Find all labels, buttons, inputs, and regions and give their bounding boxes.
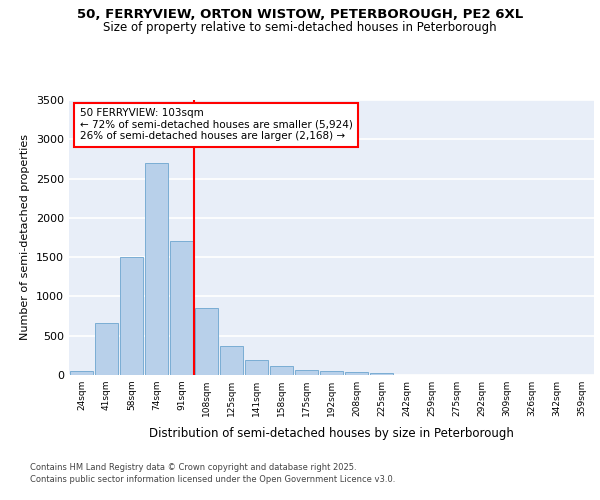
Text: 50 FERRYVIEW: 103sqm
← 72% of semi-detached houses are smaller (5,924)
26% of se: 50 FERRYVIEW: 103sqm ← 72% of semi-detac… [79, 108, 352, 142]
Text: Contains HM Land Registry data © Crown copyright and database right 2025.: Contains HM Land Registry data © Crown c… [30, 464, 356, 472]
Bar [195, 308, 218, 375]
Text: Contains public sector information licensed under the Open Government Licence v3: Contains public sector information licen… [30, 475, 395, 484]
Text: 50, FERRYVIEW, ORTON WISTOW, PETERBOROUGH, PE2 6XL: 50, FERRYVIEW, ORTON WISTOW, PETERBOROUG… [77, 8, 523, 20]
Bar [345, 372, 368, 375]
Bar [170, 242, 193, 375]
Bar [95, 323, 118, 375]
Bar [120, 257, 143, 375]
Y-axis label: Number of semi-detached properties: Number of semi-detached properties [20, 134, 31, 340]
Bar [370, 373, 393, 375]
Bar [245, 360, 268, 375]
Bar [220, 346, 243, 375]
Text: Size of property relative to semi-detached houses in Peterborough: Size of property relative to semi-detach… [103, 21, 497, 34]
X-axis label: Distribution of semi-detached houses by size in Peterborough: Distribution of semi-detached houses by … [149, 428, 514, 440]
Bar [320, 372, 343, 375]
Bar [145, 163, 168, 375]
Bar [295, 370, 318, 375]
Bar [70, 370, 93, 375]
Bar [270, 366, 293, 375]
